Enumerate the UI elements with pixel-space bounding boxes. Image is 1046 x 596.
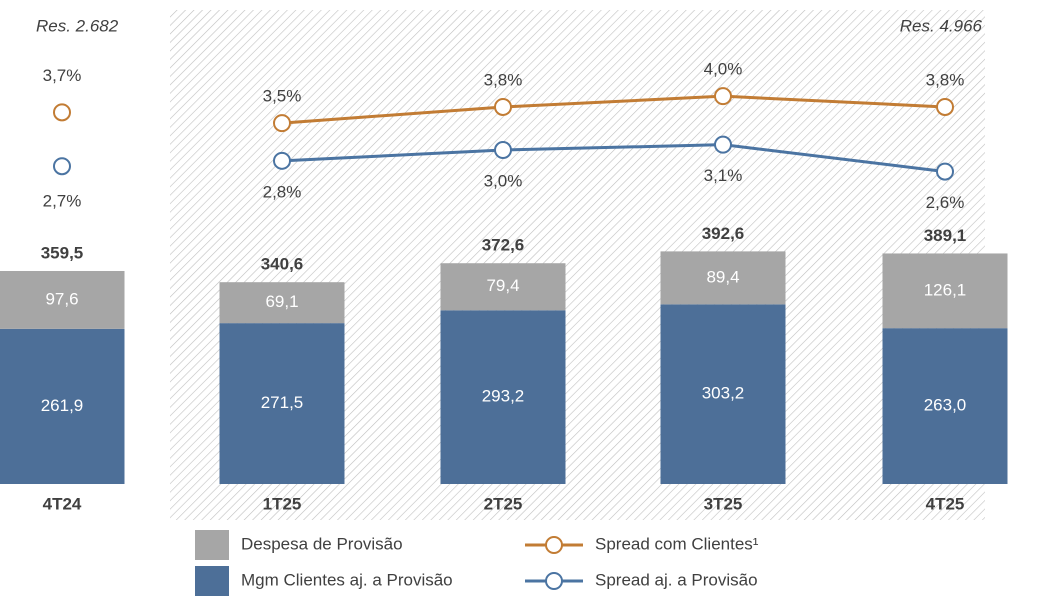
legend-label: Spread com Clientes¹ bbox=[595, 534, 759, 553]
data-label: 3,1% bbox=[704, 166, 743, 185]
line-marker bbox=[53, 103, 71, 122]
line-marker bbox=[494, 97, 512, 116]
bar-segment bbox=[0, 328, 125, 484]
data-label: 271,5 bbox=[261, 393, 304, 412]
bar-segment bbox=[440, 263, 566, 311]
legend-marker bbox=[545, 536, 563, 554]
legend-label: Mgm Clientes aj. a Provisão bbox=[241, 570, 453, 589]
bar-segment bbox=[660, 304, 786, 484]
data-label: 3,8% bbox=[926, 70, 965, 89]
data-label: 3,5% bbox=[263, 87, 302, 106]
data-label: 97,6 bbox=[45, 289, 78, 308]
data-label: 303,2 bbox=[702, 384, 745, 403]
line bbox=[281, 143, 946, 174]
x-tick-label: 1T25 bbox=[263, 494, 302, 513]
line-marker bbox=[936, 97, 954, 116]
data-label: 4,0% bbox=[704, 60, 743, 79]
total-label: 392,6 bbox=[702, 224, 745, 243]
data-label: 126,1 bbox=[924, 280, 967, 299]
bar-segment bbox=[882, 328, 1008, 484]
annotation: Res. 2.682 bbox=[36, 16, 119, 35]
data-label: 263,0 bbox=[924, 396, 967, 415]
line-marker bbox=[273, 151, 291, 170]
data-label: 79,4 bbox=[486, 276, 519, 295]
x-tick-label: 4T25 bbox=[926, 494, 965, 513]
legend-swatch bbox=[195, 530, 229, 560]
x-tick-label: 4T24 bbox=[43, 494, 82, 513]
data-label: 293,2 bbox=[482, 387, 525, 406]
bar-segment bbox=[0, 270, 125, 329]
legend-label: Despesa de Provisão bbox=[241, 534, 403, 553]
data-label: 3,0% bbox=[484, 172, 523, 191]
line-marker bbox=[714, 135, 732, 154]
bar-segment bbox=[440, 310, 566, 484]
bar-segment bbox=[219, 323, 345, 484]
line-marker bbox=[494, 141, 512, 160]
data-label: 3,8% bbox=[484, 70, 523, 89]
line-marker bbox=[936, 162, 954, 181]
x-tick-label: 2T25 bbox=[484, 494, 523, 513]
data-label: 2,6% bbox=[926, 193, 965, 212]
bar-segment bbox=[219, 282, 345, 324]
legend-label: Spread aj. a Provisão bbox=[595, 570, 758, 589]
data-label: 2,8% bbox=[263, 182, 302, 201]
total-label: 372,6 bbox=[482, 236, 525, 255]
legend-swatch bbox=[195, 566, 229, 596]
x-tick-label: 3T25 bbox=[704, 494, 743, 513]
line-marker bbox=[53, 157, 71, 176]
data-label: 69,1 bbox=[265, 292, 298, 311]
legend-marker bbox=[545, 572, 563, 590]
data-label: 2,7% bbox=[43, 192, 82, 211]
total-label: 359,5 bbox=[41, 243, 84, 262]
total-label: 340,6 bbox=[261, 255, 304, 274]
line-marker bbox=[273, 114, 291, 133]
annotation: Res. 4.966 bbox=[900, 16, 983, 35]
data-label: 89,4 bbox=[706, 267, 739, 286]
data-label: 261,9 bbox=[41, 396, 84, 415]
bar-segment bbox=[882, 253, 1008, 329]
line bbox=[281, 94, 946, 125]
total-label: 389,1 bbox=[924, 226, 967, 245]
bar-segment bbox=[660, 251, 786, 305]
data-label: 3,7% bbox=[43, 66, 82, 85]
line-marker bbox=[714, 87, 732, 106]
